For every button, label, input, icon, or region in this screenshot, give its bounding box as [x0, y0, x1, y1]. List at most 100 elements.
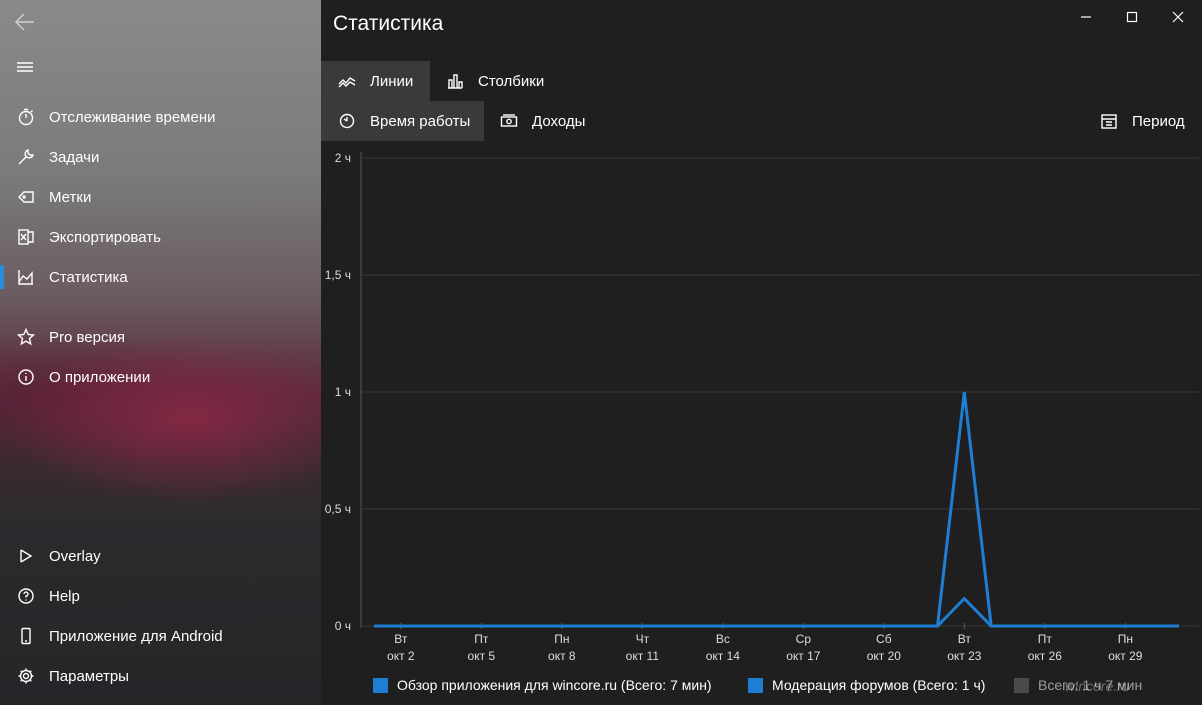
sidebar-item-about[interactable]: О приложении	[0, 357, 321, 397]
x-tick-day: Пт	[1038, 632, 1053, 646]
legend-item-series-2[interactable]: Модерация форумов (Всего: 1 ч)	[748, 677, 985, 693]
page-title: Статистика	[333, 12, 444, 35]
x-tick-day: Пт	[474, 632, 489, 646]
tag-icon	[0, 188, 49, 206]
tab-lines[interactable]: Линии	[321, 61, 430, 101]
sidebar-item-label: Pro версия	[49, 328, 125, 346]
x-tick-date: окт 8	[548, 649, 576, 663]
info-icon	[0, 368, 49, 386]
stopwatch-icon	[0, 108, 49, 126]
sidebar: Отслеживание времени Задачи Метки Экспор…	[0, 0, 321, 705]
y-tick-label: 1 ч	[335, 385, 351, 399]
selected-indicator	[0, 265, 4, 289]
x-tick-day: Сб	[876, 632, 892, 646]
chart-area: 0 ч 0,5 ч 1 ч 1,5 ч 2 ч Вт окт 2 Пт окт 5 Пн окт 8…	[321, 142, 1202, 705]
line-chart: 0 ч 0,5 ч 1 ч 1,5 ч 2 ч Вт окт 2 Пт окт 5 Пн окт 8…	[325, 151, 1199, 663]
sidebar-item-tasks[interactable]: Задачи	[0, 137, 321, 177]
statistics-icon	[0, 268, 49, 286]
sidebar-item-statistics[interactable]: Статистика	[0, 257, 321, 297]
x-tick-day: Вт	[958, 632, 972, 646]
sidebar-item-label: Help	[49, 587, 80, 605]
calendar-icon	[1101, 114, 1117, 129]
sidebar-item-overlay[interactable]: Overlay	[0, 536, 321, 576]
maximize-button[interactable]	[1121, 6, 1143, 28]
sidebar-item-label: Экспортировать	[49, 228, 161, 246]
sidebar-item-label: Статистика	[49, 268, 128, 286]
x-tick-date: окт 23	[947, 649, 982, 663]
tab-label: Доходы	[532, 112, 586, 130]
sidebar-item-label: Метки	[49, 188, 92, 206]
gear-icon	[0, 667, 49, 685]
legend-item-series-1[interactable]: Обзор приложения для wincore.ru (Всего: …	[373, 677, 712, 693]
overlay-icon	[0, 547, 49, 565]
x-tick-date: окт 20	[867, 649, 902, 663]
legend-label: Обзор приложения для wincore.ru (Всего: …	[397, 677, 712, 693]
tab-income[interactable]: Доходы	[484, 101, 604, 141]
legend-swatch	[373, 677, 388, 693]
legend-item-total[interactable]: Всего: 1 ч 7 мин	[1014, 677, 1142, 693]
legend-swatch	[748, 677, 763, 693]
sidebar-item-pro[interactable]: Pro версия	[0, 317, 321, 357]
x-tick-date: окт 29	[1108, 649, 1143, 663]
close-icon	[1172, 11, 1184, 23]
arrow-left-icon	[14, 13, 34, 31]
y-tick-label: 0 ч	[335, 619, 351, 633]
sidebar-item-help[interactable]: Help	[0, 576, 321, 616]
sidebar-item-tags[interactable]: Метки	[0, 177, 321, 217]
tab-label: Столбики	[478, 72, 545, 90]
series-line-1	[374, 596, 1179, 628]
x-tick-date: окт 11	[626, 649, 660, 663]
x-tick-day: Вт	[394, 632, 408, 646]
period-label: Период	[1132, 112, 1185, 130]
sidebar-item-settings[interactable]: Параметры	[0, 656, 321, 696]
x-tick-day: Пн	[1118, 632, 1133, 646]
hamburger-icon	[17, 62, 33, 72]
y-tick-label: 2 ч	[335, 151, 351, 165]
sidebar-item-label: Overlay	[49, 547, 101, 565]
line-chart-icon	[338, 77, 356, 88]
sidebar-item-time-tracking[interactable]: Отслеживание времени	[0, 97, 321, 137]
star-icon	[0, 328, 49, 346]
legend-swatch	[1014, 677, 1029, 693]
sidebar-item-label: Параметры	[49, 667, 129, 685]
close-button[interactable]	[1167, 6, 1189, 28]
tab-work-time[interactable]: Время работы	[321, 101, 484, 141]
sidebar-item-label: О приложении	[49, 368, 151, 386]
legend-label: Модерация форумов (Всего: 1 ч)	[772, 677, 986, 693]
legend-label: Всего: 1 ч 7 мин	[1038, 677, 1143, 693]
watermark: wincore.ru	[1065, 678, 1130, 694]
sidebar-item-label: Отслеживание времени	[49, 108, 216, 126]
tab-label: Время работы	[370, 112, 471, 130]
x-tick-date: окт 5	[468, 649, 496, 663]
sidebar-item-label: Приложение для Android	[49, 627, 223, 645]
x-tick-day: Вс	[716, 632, 730, 646]
y-tick-label: 1,5 ч	[325, 268, 351, 282]
minimize-button[interactable]	[1075, 6, 1097, 28]
tab-bars[interactable]: Столбики	[430, 61, 560, 101]
maximize-icon	[1126, 11, 1138, 23]
x-tick-day: Пн	[554, 632, 569, 646]
sidebar-item-android[interactable]: Приложение для Android	[0, 616, 321, 656]
help-icon	[0, 587, 49, 605]
clock-icon	[339, 113, 355, 129]
money-icon	[500, 114, 518, 127]
x-tick-date: окт 26	[1028, 649, 1063, 663]
bar-chart-icon	[448, 74, 463, 89]
excel-icon	[0, 228, 49, 246]
tab-label: Линии	[370, 72, 414, 90]
wrench-icon	[0, 148, 49, 166]
x-tick-day: Чт	[636, 632, 650, 646]
x-tick-date: окт 2	[387, 649, 415, 663]
sidebar-item-export[interactable]: Экспортировать	[0, 217, 321, 257]
series-line-2	[374, 391, 1179, 628]
phone-icon	[0, 627, 49, 645]
sidebar-item-label: Задачи	[49, 148, 100, 166]
period-button[interactable]: Период	[1085, 101, 1195, 141]
back-button[interactable]	[12, 10, 40, 34]
x-tick-day: Ср	[796, 632, 812, 646]
x-tick-date: окт 17	[786, 649, 821, 663]
x-tick-date: окт 14	[706, 649, 741, 663]
minimize-icon	[1081, 16, 1091, 18]
y-tick-label: 0,5 ч	[325, 502, 351, 516]
hamburger-menu-button[interactable]	[12, 56, 40, 80]
